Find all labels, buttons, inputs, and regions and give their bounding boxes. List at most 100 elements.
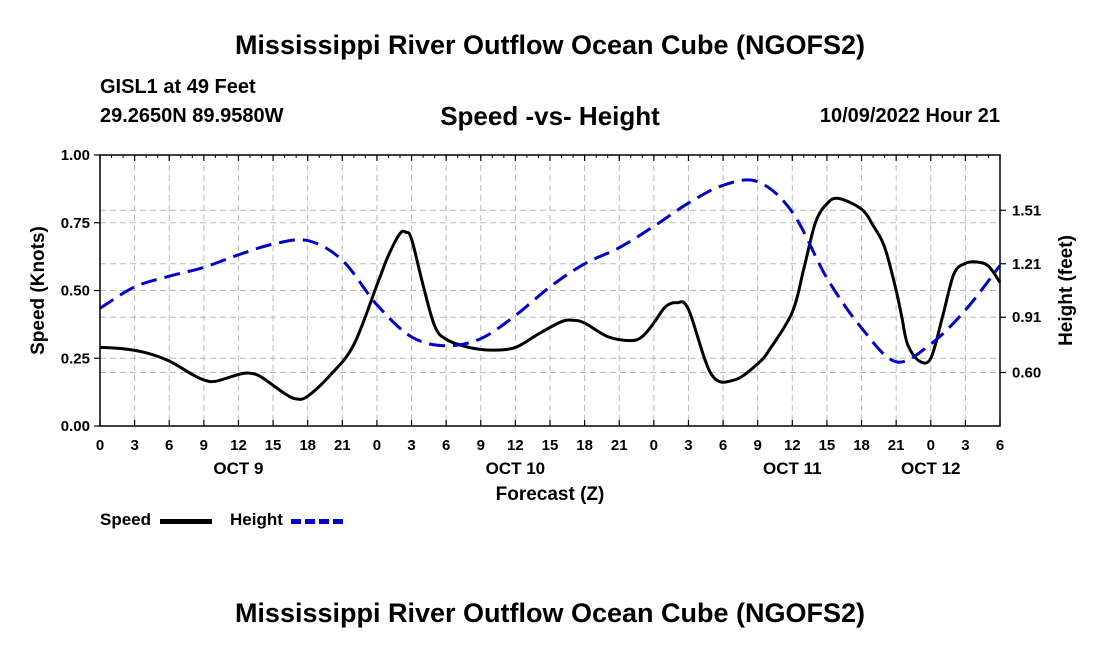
data-point-height — [515, 315, 517, 317]
x-tick-label: 18 — [576, 437, 593, 454]
data-point-speed — [642, 336, 644, 338]
data-point-height — [895, 361, 897, 363]
day-label: OCT 9 — [213, 459, 263, 478]
series-layer — [99, 178, 1002, 401]
data-point-speed — [665, 306, 667, 308]
day-label: OCT 10 — [486, 459, 546, 478]
data-point-height — [342, 259, 344, 261]
x-tick-label: 3 — [407, 437, 415, 454]
x-tick-label: 15 — [542, 437, 559, 454]
data-point-height — [792, 211, 794, 213]
data-point-height — [584, 263, 586, 265]
data-point-speed — [422, 284, 424, 286]
y-tick-label: 1.00 — [61, 147, 90, 164]
y2-tick-label: 1.51 — [1012, 202, 1041, 219]
x-tick-label: 3 — [961, 437, 969, 454]
data-point-height — [203, 267, 205, 269]
data-point-speed — [965, 263, 967, 265]
y-axis-title: Speed (Knots) — [28, 226, 49, 355]
data-point-speed — [688, 309, 690, 311]
data-point-speed — [895, 290, 897, 292]
data-point-speed — [942, 317, 944, 319]
data-point-height — [688, 202, 690, 204]
data-point-height — [965, 309, 967, 311]
data-point-height — [930, 343, 932, 345]
forecast-time: 10/09/2022 Hour 21 — [819, 105, 1000, 127]
data-point-speed — [815, 222, 817, 224]
data-point-speed — [122, 348, 124, 350]
data-point-speed — [468, 347, 470, 349]
y2-tick-label: 1.21 — [1012, 256, 1041, 273]
data-point-height — [861, 327, 863, 329]
data-point-speed — [353, 344, 355, 346]
data-point-speed — [238, 374, 240, 376]
x-tick-label: 15 — [265, 437, 282, 454]
data-point-height — [722, 185, 724, 187]
data-point-speed — [538, 333, 540, 335]
y-tick-label: 0.00 — [61, 418, 90, 435]
data-point-speed — [434, 325, 436, 327]
x-tick-label: 3 — [684, 437, 692, 454]
x-tick-label: 9 — [477, 437, 485, 454]
data-point-speed — [803, 268, 805, 270]
data-point-speed — [838, 198, 840, 200]
x-tick-label: 6 — [719, 437, 727, 454]
data-point-height — [238, 254, 240, 256]
data-point-speed — [792, 311, 794, 313]
data-point-speed — [492, 349, 494, 351]
footer-title: Mississippi River Outflow Ocean Cube (NG… — [234, 598, 866, 628]
legend-height-swatch — [291, 519, 343, 524]
data-point-speed — [584, 322, 586, 324]
x-tick-label: 0 — [373, 437, 381, 454]
x-axis-title: Forecast (Z) — [496, 484, 605, 505]
legend-speed-swatch — [160, 519, 212, 524]
data-point-height — [618, 247, 620, 249]
data-point-speed — [192, 374, 194, 376]
x-tick-label: 0 — [927, 437, 935, 454]
data-point-speed — [515, 347, 517, 349]
data-point-speed — [907, 344, 909, 346]
data-point-speed — [561, 321, 563, 323]
data-point-speed — [445, 339, 447, 341]
data-point-speed — [630, 340, 632, 342]
day-label: OCT 11 — [763, 459, 822, 478]
series-line-speed — [99, 196, 1002, 401]
x-tick-label: 15 — [819, 437, 836, 454]
data-point-height — [757, 181, 759, 183]
y2-tick-label: 0.91 — [1012, 309, 1041, 326]
data-point-speed — [918, 360, 920, 362]
x-tick-label: 18 — [853, 437, 870, 454]
data-point-speed — [168, 360, 170, 362]
data-point-height — [307, 240, 309, 242]
data-point-speed — [734, 379, 736, 381]
data-point-speed — [953, 273, 955, 275]
y-tick-label: 0.25 — [61, 350, 90, 367]
data-point-speed — [884, 246, 886, 248]
grid — [100, 155, 1000, 426]
data-point-speed — [330, 374, 332, 376]
station-coordinates: 29.2650N 89.9580W — [100, 105, 284, 127]
data-point-speed — [653, 322, 655, 324]
y-tick-label: 0.75 — [61, 215, 90, 232]
x-tick-label: 6 — [165, 437, 173, 454]
x-tick-label: 12 — [507, 437, 524, 454]
day-label: OCT 12 — [901, 459, 961, 478]
data-point-height — [134, 286, 136, 288]
x-tick-label: 12 — [230, 437, 247, 454]
x-tick-label: 18 — [299, 437, 316, 454]
data-point-speed — [399, 233, 401, 235]
y2-tick-label: 0.60 — [1012, 365, 1041, 382]
station-name: GISL1 at 49 Feet — [100, 76, 256, 98]
data-point-speed — [711, 374, 713, 376]
data-point-height — [653, 226, 655, 228]
data-point-speed — [411, 238, 413, 240]
data-point-speed — [145, 352, 147, 354]
y-tick-label: 0.50 — [61, 283, 90, 300]
data-point-speed — [861, 208, 863, 210]
data-point-speed — [930, 358, 932, 360]
data-point-speed — [405, 231, 407, 233]
x-tick-label: 9 — [200, 437, 208, 454]
data-point-height — [445, 345, 447, 347]
data-point-speed — [572, 320, 574, 322]
data-point-speed — [284, 393, 286, 395]
